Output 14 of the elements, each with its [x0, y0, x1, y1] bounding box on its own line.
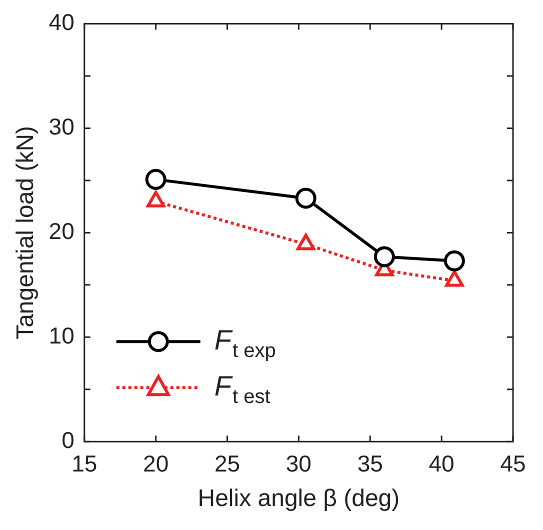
y-tick-label: 30 [48, 114, 74, 140]
y-tick-label: 0 [62, 426, 74, 453]
x-tick-label: 15 [72, 450, 98, 477]
x-tick-label: 30 [286, 450, 312, 477]
y-axis-title: Tangential load (kN) [12, 126, 40, 340]
y-tick-label: 40 [48, 9, 74, 36]
x-tick-label: 25 [214, 450, 240, 477]
y-tick-label: 20 [48, 218, 74, 244]
y-tick-label: 10 [48, 322, 74, 348]
x-tick-label: 35 [357, 450, 383, 477]
x-tick-label: 45 [500, 450, 526, 477]
x-tick-label: 40 [428, 450, 454, 477]
x-axis-title: Helix angle β (deg) [198, 485, 400, 512]
x-tick-label: 20 [143, 450, 169, 477]
